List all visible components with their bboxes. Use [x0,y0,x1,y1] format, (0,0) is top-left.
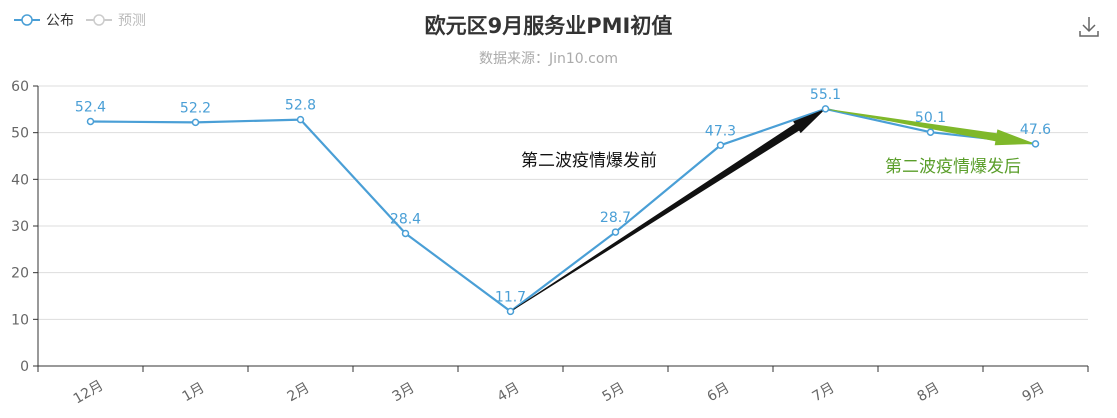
x-tick-label: 5月 [600,380,628,405]
x-tick-label: 1月 [180,380,208,405]
x-tick-label: 12月 [71,378,107,408]
data-point [821,105,830,113]
y-tick-label: 40 [11,172,29,188]
x-tick-label: 2月 [285,380,313,405]
legend: 公布 预测 [14,10,146,30]
data-label: 52.2 [180,100,211,116]
download-icon[interactable] [1077,14,1101,38]
data-point [926,128,935,136]
legend-label-published: 公布 [46,13,74,29]
x-tick-label: 3月 [390,380,418,405]
legend-label-forecast: 预测 [118,13,146,29]
data-point [716,141,725,150]
data-point [86,117,95,126]
chart-title: 欧元区9月服务业PMI初值 [424,14,673,38]
data-point [191,118,200,127]
data-point [611,228,620,236]
x-tick-label: 8月 [915,380,943,405]
annotation-label-after: 第二波疫情爆发后 [885,157,1021,177]
annotation-arrow-after [825,108,1036,146]
data-point [401,229,410,238]
legend-line-marker-icon [86,14,112,26]
y-tick-label: 20 [11,266,29,282]
y-tick-label: 10 [11,312,29,328]
x-tick-label: 6月 [705,380,733,405]
legend-line-marker-icon [14,14,40,26]
data-label: 47.6 [1020,122,1051,138]
series-line-published [90,107,1036,313]
data-label: 11.7 [495,289,526,305]
data-point [506,307,515,316]
x-tick-label: 7月 [810,380,838,405]
legend-item-forecast[interactable]: 预测 [86,10,146,30]
data-label: 52.4 [75,99,106,115]
annotation-arrow-before [510,108,826,312]
data-point [1031,140,1040,148]
data-label: 50.1 [915,110,946,126]
data-label: 55.1 [810,87,841,103]
data-label: 52.8 [285,98,316,114]
x-tick-label: 4月 [495,380,523,405]
y-tick-label: 60 [11,79,29,95]
y-tick-label: 30 [11,219,29,235]
legend-item-published[interactable]: 公布 [14,10,74,30]
data-point [296,115,305,124]
y-tick-label: 0 [20,359,29,375]
chart-subtitle: 数据来源：Jin10.com [478,51,619,67]
annotation-label-before: 第二波疫情爆发前 [521,151,657,171]
x-tick-label: 9月 [1020,380,1048,405]
y-tick-label: 50 [11,126,29,142]
data-label: 28.4 [390,211,421,227]
data-label: 47.3 [705,123,736,139]
data-label: 28.7 [600,210,631,226]
